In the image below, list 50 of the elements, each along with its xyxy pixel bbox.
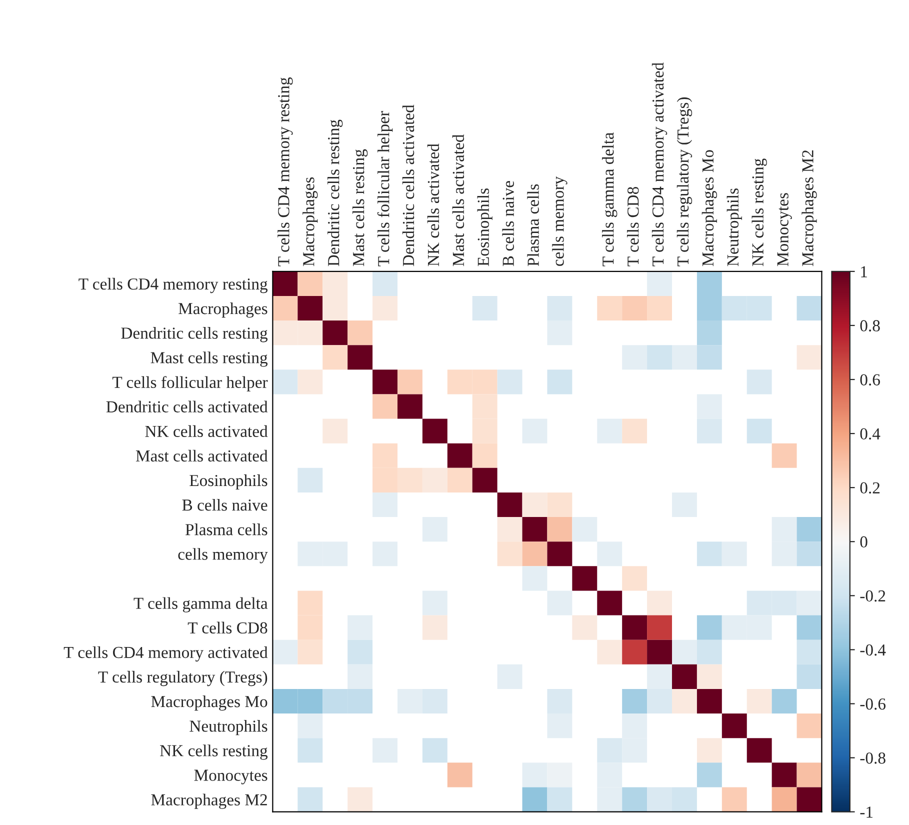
y-tick-label: Plasma cells xyxy=(185,524,268,536)
x-tick-label: Monocytes xyxy=(777,193,792,266)
y-tick-label: Monocytes xyxy=(194,770,268,784)
x-tick-label: T cells CD8 xyxy=(627,186,639,266)
x-tick-label: T cells gamma delta xyxy=(602,132,618,266)
y-tick-label: T cells follicular helper xyxy=(112,376,268,392)
color-bar-label: -0.6 xyxy=(860,698,886,710)
x-tick-label: Dendritic cells activated xyxy=(402,104,414,266)
x-tick-label: Macrophages M2 xyxy=(802,150,817,266)
x-tick-label: B cells naive xyxy=(502,181,514,266)
color-bar-label: 0.8 xyxy=(860,320,880,332)
y-tick-label: NK cells resting xyxy=(160,744,268,760)
color-bar-label: -0.2 xyxy=(860,590,886,602)
y-tick-label: Mast cells resting xyxy=(150,352,268,367)
color-bar-label: -0.4 xyxy=(860,644,886,656)
y-tick-label: Dendritic cells activated xyxy=(106,400,268,412)
y-tick-label: T cells CD4 memory resting xyxy=(78,278,268,294)
x-tick-label: T cells CD4 memory activated xyxy=(652,62,668,266)
y-tick-label: cells memory xyxy=(178,548,268,564)
y-tick-label: T cells gamma delta xyxy=(134,597,268,612)
y-tick-label: T cells CD4 memory activated xyxy=(64,646,268,662)
x-tick-label: Plasma cells xyxy=(527,184,539,266)
x-tick-label: NK cells resting xyxy=(752,158,767,266)
y-tick-label: Macrophages M2 xyxy=(151,794,267,809)
y-tick-label: Eosinophils xyxy=(190,474,268,490)
y-tick-label: B cells naive xyxy=(182,498,268,511)
color-bar-label: -1 xyxy=(860,806,873,818)
y-tick-label: Macrophages xyxy=(178,302,268,318)
x-tick-label: NK cells activated xyxy=(427,144,440,266)
x-tick-label: cells memory xyxy=(552,176,568,266)
y-tick-label: Mast cells activated xyxy=(136,450,268,462)
y-tick-label: Macrophages Mo xyxy=(151,695,268,711)
color-bar-label: 0.6 xyxy=(860,374,880,386)
x-tick-label: T cells regulatory (Tregs) xyxy=(676,97,692,266)
y-tick-label: Neutrophils xyxy=(190,720,268,736)
y-tick-label: T cells regulatory (Tregs) xyxy=(98,670,268,686)
color-bar-label: 1 xyxy=(861,266,867,278)
color-bar-label: -0.8 xyxy=(860,752,886,764)
color-bar-label: 0 xyxy=(860,536,868,548)
x-tick-label: T cells follicular helper xyxy=(377,111,393,266)
x-tick-label: Macrophages Mo xyxy=(702,150,718,266)
color-bar-label: 0.4 xyxy=(860,428,880,440)
x-tick-label: Mast cells activated xyxy=(452,134,464,266)
y-tick-label: T cells CD8 xyxy=(188,622,268,634)
y-tick-label: Dendritic cells resting xyxy=(121,327,268,342)
y-tick-label: NK cells activated xyxy=(145,425,268,438)
x-tick-label: Mast cells resting xyxy=(352,149,368,266)
x-tick-label: Neutrophils xyxy=(726,188,742,266)
x-tick-label: Eosinophils xyxy=(477,188,492,266)
color-bar-label: 0.2 xyxy=(860,482,880,494)
